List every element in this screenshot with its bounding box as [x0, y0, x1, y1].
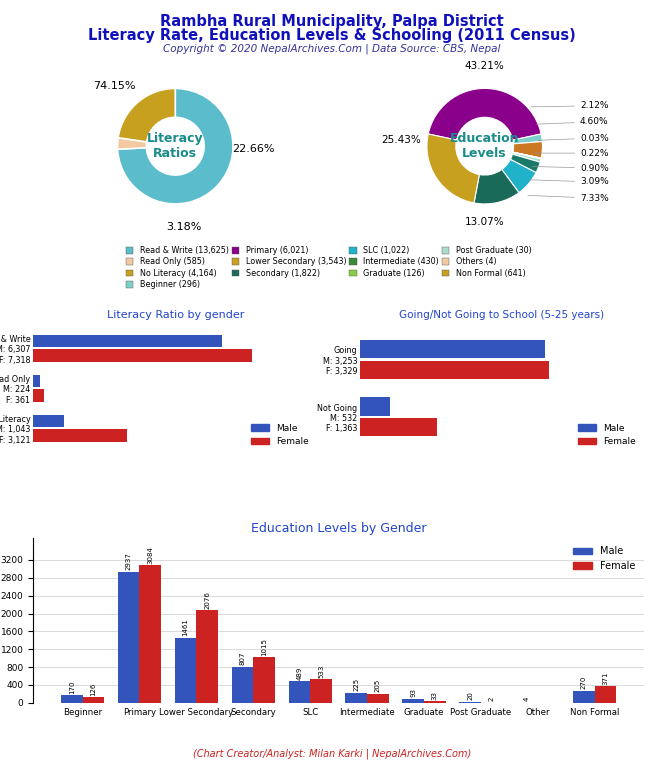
Bar [82, 697, 104, 703]
Text: Copyright © 2020 NepalArchives.Com | Data Source: CBS, Nepal: Copyright © 2020 NepalArchives.Com | Dat… [163, 44, 501, 55]
Text: 0.22%: 0.22% [535, 149, 608, 157]
Wedge shape [513, 152, 541, 158]
Text: 33: 33 [432, 691, 438, 700]
Bar [33, 415, 64, 427]
Text: 22.66%: 22.66% [232, 144, 274, 154]
Bar [595, 686, 616, 703]
Bar [360, 361, 549, 379]
Bar [139, 565, 161, 703]
Text: 170: 170 [69, 680, 75, 694]
Bar [33, 349, 252, 362]
Text: 13.07%: 13.07% [465, 217, 505, 227]
Text: 3.18%: 3.18% [166, 222, 202, 232]
Legend: Male, Female: Male, Female [248, 420, 313, 449]
Text: 74.15%: 74.15% [94, 81, 136, 91]
Bar [573, 690, 595, 703]
Wedge shape [513, 153, 541, 162]
Wedge shape [428, 88, 541, 140]
Bar [424, 701, 446, 703]
Bar [289, 681, 310, 703]
Text: 2.12%: 2.12% [531, 101, 608, 111]
Wedge shape [118, 88, 233, 204]
Wedge shape [474, 170, 519, 204]
Wedge shape [513, 141, 542, 158]
Legend: Male, Female: Male, Female [574, 420, 639, 449]
Bar [175, 637, 197, 703]
Title: Education Levels by Gender: Education Levels by Gender [251, 522, 426, 535]
Bar [360, 418, 438, 436]
Bar [459, 702, 481, 703]
Bar [33, 389, 44, 402]
Text: 1015: 1015 [261, 638, 267, 656]
Title: Going/Not Going to School (5-25 years): Going/Not Going to School (5-25 years) [400, 310, 605, 320]
Text: 43.21%: 43.21% [465, 61, 505, 71]
Text: 3084: 3084 [147, 546, 153, 564]
Text: 126: 126 [90, 683, 96, 696]
Text: 2937: 2937 [125, 552, 131, 571]
Wedge shape [502, 160, 536, 193]
Wedge shape [118, 88, 175, 142]
Wedge shape [513, 152, 541, 159]
Text: 7.33%: 7.33% [528, 194, 609, 203]
Bar [232, 667, 253, 703]
Text: 371: 371 [602, 671, 608, 685]
Text: 0.03%: 0.03% [539, 134, 609, 143]
Legend: Male, Female: Male, Female [569, 542, 639, 575]
Text: 1461: 1461 [183, 618, 189, 636]
Bar [253, 657, 275, 703]
Text: 2: 2 [489, 697, 495, 701]
Bar [33, 375, 40, 387]
Text: 4.60%: 4.60% [537, 118, 609, 127]
Wedge shape [118, 137, 147, 149]
Bar [360, 340, 544, 359]
Text: 25.43%: 25.43% [381, 135, 421, 145]
Wedge shape [513, 134, 542, 144]
Text: 533: 533 [318, 664, 324, 677]
Text: Rambha Rural Municipality, Palpa District: Rambha Rural Municipality, Palpa Distric… [160, 14, 504, 29]
Wedge shape [427, 134, 479, 203]
Bar [360, 397, 390, 415]
Wedge shape [511, 154, 540, 173]
Text: 93: 93 [410, 688, 416, 697]
Bar [402, 699, 424, 703]
Bar [61, 695, 82, 703]
Text: 205: 205 [375, 679, 381, 692]
Bar [345, 693, 367, 703]
Bar [367, 694, 388, 703]
Bar [310, 679, 332, 703]
Text: 3.09%: 3.09% [529, 177, 609, 187]
Text: Literacy Rate, Education Levels & Schooling (2011 Census): Literacy Rate, Education Levels & School… [88, 28, 576, 44]
Text: Education
Levels: Education Levels [450, 132, 519, 161]
Legend: Read & Write (13,625), Read Only (585), No Literacy (4,164), Beginner (296), Pri: Read & Write (13,625), Read Only (585), … [126, 246, 531, 290]
Bar [118, 571, 139, 703]
Text: 807: 807 [240, 652, 246, 665]
Text: 4: 4 [524, 697, 530, 701]
Bar [197, 610, 218, 703]
Text: 489: 489 [296, 666, 302, 680]
Text: 0.90%: 0.90% [533, 164, 609, 173]
Bar [33, 429, 127, 442]
Text: 225: 225 [353, 678, 359, 691]
Text: 20: 20 [467, 692, 473, 700]
Title: Literacy Ratio by gender: Literacy Ratio by gender [107, 310, 244, 320]
Text: 270: 270 [581, 676, 587, 690]
Bar [33, 335, 222, 347]
Text: 2076: 2076 [205, 591, 210, 609]
Text: (Chart Creator/Analyst: Milan Karki | NepalArchives.Com): (Chart Creator/Analyst: Milan Karki | Ne… [193, 748, 471, 759]
Text: Literacy
Ratios: Literacy Ratios [147, 132, 204, 161]
